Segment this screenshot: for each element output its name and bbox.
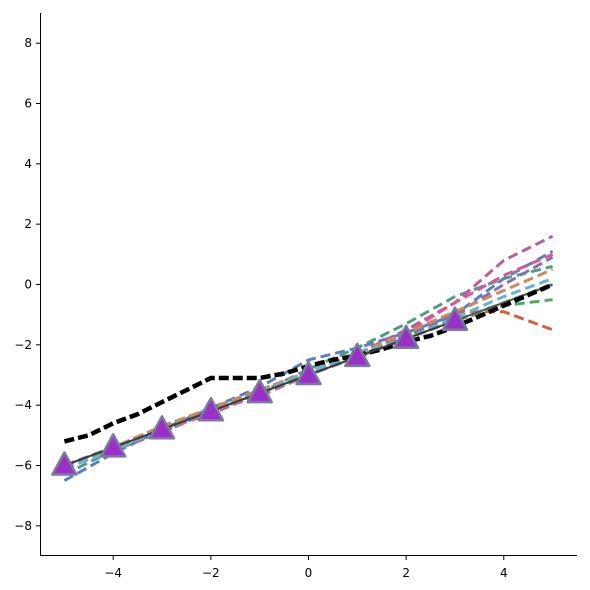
triangle-marker-8 <box>392 324 420 350</box>
axes-layer <box>40 13 577 556</box>
triangle-marker-2 <box>99 433 127 458</box>
y-tick-label-8: 6 <box>24 97 32 111</box>
x-tick-label-2: −2 <box>202 566 220 580</box>
y-tick-label-5: 0 <box>24 278 32 292</box>
x-tick-label-1: −4 <box>104 566 122 580</box>
y-tick-label-4: −2 <box>14 338 32 352</box>
series-layer <box>51 234 554 482</box>
y-tick-label-1: −8 <box>14 519 32 533</box>
triangle-marker-4 <box>197 396 225 422</box>
y-tick-label-9: 8 <box>24 36 32 50</box>
triangle-marker-3 <box>148 415 176 440</box>
dashed-series-line-5 <box>63 234 554 470</box>
extra-solid-line <box>454 283 553 322</box>
triangle-marker-7 <box>344 342 371 368</box>
y-tick-label-3: −4 <box>14 398 32 412</box>
triangle-marker-5 <box>246 378 273 404</box>
dashed-series-line-4 <box>63 249 554 482</box>
y-tick-label-6: 2 <box>24 217 32 231</box>
x-tick-label-3: 0 <box>305 566 313 580</box>
y-tick-label-2: −6 <box>14 459 32 473</box>
ticks-layer: −4 −2 0 2 4 −8 −6 −4 −2 0 2 4 6 8 <box>14 36 507 580</box>
y-tick-label-7: 4 <box>24 157 32 171</box>
triangle-marker-6 <box>295 360 322 386</box>
triangle-marker-1 <box>51 451 78 476</box>
x-tick-label-4: 2 <box>402 566 410 580</box>
x-tick-label-5: 4 <box>500 566 508 580</box>
triangle-marker-9 <box>441 306 469 331</box>
